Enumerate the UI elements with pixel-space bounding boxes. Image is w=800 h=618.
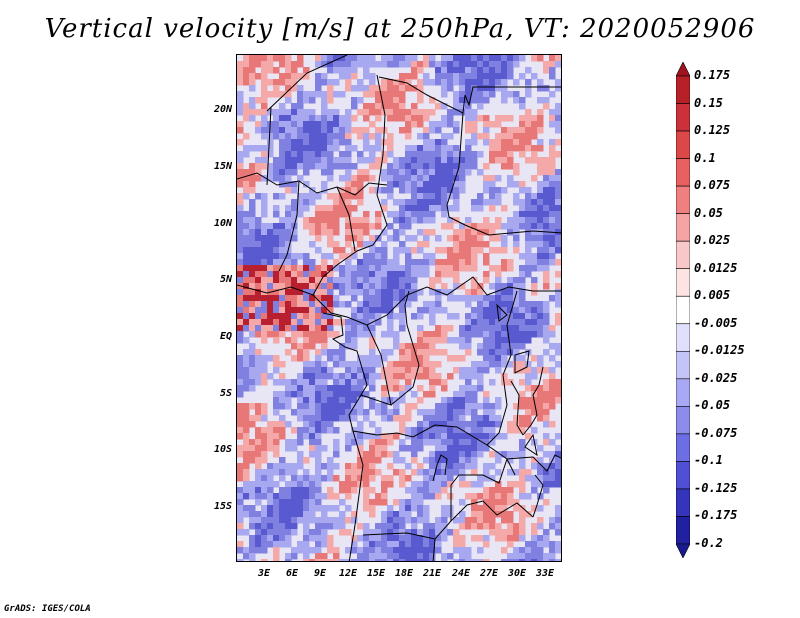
- colorbar-swatch: [676, 268, 690, 297]
- colorbar-label: -0.025: [694, 370, 738, 385]
- lon-tick-label: 6E: [285, 568, 299, 579]
- lake-outline: [432, 454, 448, 482]
- colorbar-swatch: [676, 103, 690, 132]
- colorbar-swatch: [676, 433, 690, 462]
- lake-outline: [496, 303, 508, 322]
- border-line: [348, 324, 516, 476]
- colorbar-swatch: [676, 130, 690, 159]
- colorbar-label: 0.075: [694, 178, 731, 193]
- colorbar-label: 0.005: [694, 288, 731, 303]
- colorbar-swatch: [676, 295, 690, 325]
- colorbar-label: 0.025: [694, 233, 731, 248]
- border-line: [432, 538, 436, 561]
- colorbar-label: 0.05: [694, 205, 723, 220]
- border-line: [390, 290, 420, 406]
- colorbar-label: -0.125: [694, 480, 738, 495]
- border-line: [322, 312, 368, 396]
- colorbar-label: 0.1: [694, 150, 716, 165]
- colorbar: [676, 62, 690, 558]
- border-line: [312, 74, 388, 296]
- colorbar-swatch: [676, 406, 690, 435]
- lon-tick-label: 9E: [313, 568, 327, 579]
- colorbar-swatch: [676, 75, 690, 104]
- colorbar-swatch: [676, 185, 690, 214]
- colorbar-label: -0.0125: [694, 343, 745, 358]
- colorbar-swatch: [676, 158, 690, 187]
- colorbar-label: -0.075: [694, 425, 738, 440]
- border-line: [532, 474, 544, 518]
- border-line: [362, 500, 534, 540]
- plot-title: Vertical velocity [m/s] at 250hPa, VT: 2…: [44, 14, 756, 44]
- lon-tick-label: 15E: [366, 568, 386, 579]
- colorbar-swatch: [676, 488, 690, 517]
- lat-tick-label: 5S: [219, 388, 232, 399]
- colorbar-label: -0.1: [694, 453, 723, 468]
- colorbar-swatch: [676, 213, 690, 242]
- colorbar-label: 0.125: [694, 123, 731, 138]
- lon-tick-label: 27E: [479, 568, 499, 579]
- colorbar-label: 0.0125: [694, 260, 738, 275]
- border-line: [237, 284, 314, 296]
- border-line: [237, 172, 388, 196]
- border-line: [336, 186, 356, 252]
- colorbar-label: -0.2: [694, 536, 723, 550]
- colorbar-swatch: [676, 378, 690, 407]
- border-line: [506, 454, 561, 472]
- lake-outline: [524, 433, 538, 457]
- colorbar-top-arrow: [676, 62, 690, 77]
- country-borders: [237, 55, 561, 561]
- border-line: [378, 76, 561, 236]
- lat-tick-label: 15N: [213, 161, 232, 172]
- lat-tick-label: 15S: [213, 501, 232, 512]
- lat-tick-label: 10S: [213, 444, 232, 455]
- border-line: [278, 180, 300, 272]
- lake-outline: [514, 350, 530, 374]
- lon-tick-label: 30E: [507, 568, 527, 579]
- lon-tick-label: 18E: [394, 568, 414, 579]
- lon-tick-label: 33E: [535, 568, 555, 579]
- border-line: [348, 430, 364, 561]
- colorbar-label: 0.15: [694, 95, 723, 110]
- colorbar-swatch: [676, 461, 690, 490]
- border-line: [312, 276, 561, 326]
- lat-tick-label: 10N: [213, 218, 232, 229]
- border-line: [522, 366, 544, 436]
- border-line: [450, 458, 508, 521]
- lat-tick-label: 20N: [213, 104, 232, 115]
- lon-tick-label: 3E: [257, 568, 271, 579]
- colorbar-swatch: [676, 240, 690, 270]
- lake-outline: [510, 380, 524, 436]
- lat-tick-label: EQ: [219, 331, 232, 342]
- vertical-velocity-field: [237, 55, 561, 561]
- lon-tick-label: 12E: [338, 568, 358, 579]
- colorbar-swatch: [676, 350, 690, 380]
- colorbar-label: -0.175: [694, 508, 738, 523]
- colorbar-bottom-arrow: [676, 543, 690, 558]
- colorbar-swatch: [676, 323, 690, 352]
- lon-tick-label: 24E: [451, 568, 471, 579]
- lon-tick-label: 21E: [422, 568, 442, 579]
- border-line: [266, 106, 272, 186]
- colorbar-label: -0.005: [694, 315, 738, 330]
- colorbar-label: -0.05: [694, 398, 731, 413]
- colorbar-label: 0.175: [694, 68, 731, 82]
- lat-tick-label: 5N: [219, 274, 232, 285]
- colorbar-swatch: [676, 516, 690, 545]
- border-line: [266, 55, 348, 112]
- velocity-shading: [237, 55, 561, 561]
- border-line: [486, 290, 518, 446]
- grads-credit: GrADS: IGES/COLA: [4, 604, 91, 614]
- map-panel: [236, 54, 562, 562]
- border-line: [462, 86, 561, 114]
